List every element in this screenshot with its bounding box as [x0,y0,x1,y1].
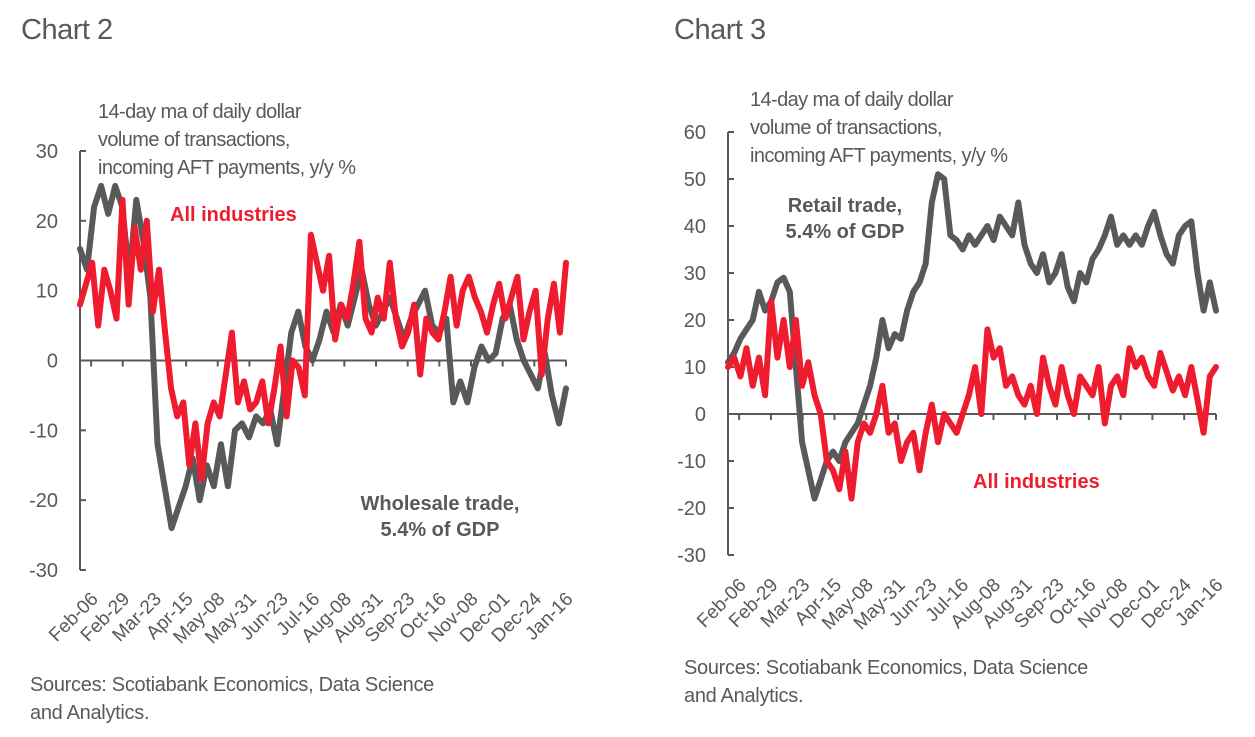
chart3-y-tick-label: 20 [684,310,706,332]
chart2-source-line2: and Analytics. [30,702,150,724]
chart3-y-tick-label: -20 [677,498,706,520]
chart2-source: Sources: Scotiabank Economics, Data Scie… [30,671,434,727]
chart3-subtitle-line: 14-day ma of daily dollar [750,89,954,111]
chart2-subtitle: 14-day ma of daily dollar volume of tran… [98,98,356,182]
chart2-y-tick-label: 20 [36,211,58,233]
chart2-wholesale-label-line2: 5.4% of GDP [380,519,500,541]
chart3-all-industries-label: All industries [973,471,1100,493]
chart3-series-sector-line [725,171,1219,502]
chart3-y-tick-label: -10 [677,451,706,473]
chart3-retail-label-line1: Retail trade, [787,195,903,217]
chart3-source-line2: and Analytics. [684,685,804,707]
chart2-y-tick-label: -20 [29,490,58,512]
chart3-series-all-industries-line [725,298,1219,502]
chart3-source-line1: Sources: Scotiabank Economics, Data Scie… [684,657,1088,679]
chart3-y-tick-label: 60 [684,122,706,144]
chart3-title: Chart 3 [674,14,766,46]
chart2-source-line1: Sources: Scotiabank Economics, Data Scie… [30,674,434,696]
chart2-y-tick-label: 30 [36,141,58,163]
chart3-y-tick-label: 0 [695,404,706,426]
chart2-wholesale-label-line1: Wholesale trade, [360,493,520,515]
chart3-subtitle: 14-day ma of daily dollar volume of tran… [750,86,1008,170]
chart3-retail-label: Retail trade, 5.4% of GDP [760,193,930,245]
chart2-subtitle-line: volume of transactions, [98,129,290,151]
chart2-subtitle-line: incoming AFT payments, y/y % [98,157,356,179]
chart2-y-tick-label: -10 [29,420,58,442]
chart2-wholesale-label: Wholesale trade, 5.4% of GDP [330,491,550,543]
chart3-subtitle-line: incoming AFT payments, y/y % [750,145,1008,167]
chart3-retail-label-line2: 5.4% of GDP [785,221,905,243]
chart3-subtitle-line: volume of transactions, [750,117,942,139]
chart2-title: Chart 2 [21,14,113,46]
chart3-source: Sources: Scotiabank Economics, Data Scie… [684,654,1088,710]
chart2-y-tick-label: 10 [36,281,58,303]
chart2-y-tick-label: 0 [47,351,58,373]
chart3-y-tick-label: 50 [684,169,706,191]
chart3-y-tick-label: 30 [684,263,706,285]
chart2-subtitle-line: 14-day ma of daily dollar [98,101,302,123]
chart2-y-tick-label: -30 [29,560,58,582]
chart3-y-tick-label: 10 [684,357,706,379]
chart2-series-all-industries-line [77,196,569,483]
chart2-series-sector-line [77,182,569,532]
chart2-all-industries-label: All industries [170,204,297,226]
chart3-y-tick-label: -30 [677,545,706,567]
chart3-y-tick-label: 40 [684,216,706,238]
